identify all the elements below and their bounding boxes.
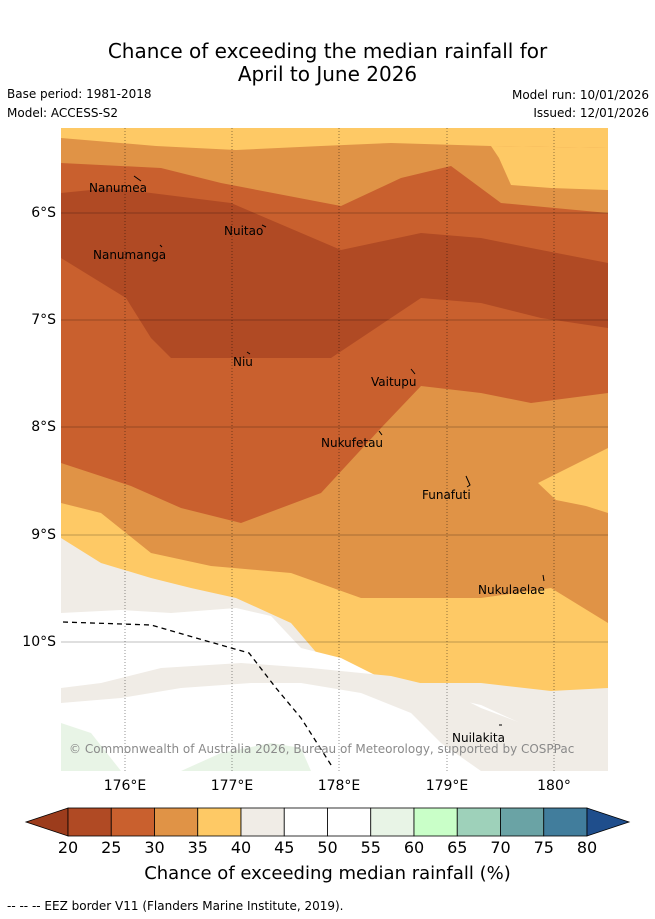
- zone-35-40-top: [61, 128, 608, 150]
- lon-label-179e: 179°E: [425, 778, 469, 794]
- colorbar-cell-25-30: [110, 807, 155, 837]
- island-vaitupu-shape: [410, 368, 416, 375]
- chart-title: Chance of exceeding the median rainfall …: [0, 40, 655, 86]
- zone-20-25: [61, 188, 608, 358]
- colorbar-tick-60: 60: [403, 838, 425, 857]
- zone-35-40-right: [491, 146, 608, 190]
- island-funafuti-shape: [465, 475, 471, 488]
- colorbar-tick-80: 80: [576, 838, 598, 857]
- colorbar-cell-75-80: [543, 807, 588, 837]
- colorbar-label: Chance of exceeding median rainfall (%): [144, 863, 511, 884]
- colorbar-cell-70-75: [500, 807, 545, 837]
- zone-55-60: [61, 723, 121, 771]
- lat-label-6s: 6°S: [31, 205, 56, 221]
- colorbar-high-arrow: [586, 807, 631, 837]
- colorbar-tick-20: 20: [57, 838, 79, 857]
- island-nanumanga-shape: [159, 244, 163, 248]
- place-funafuti: Funafuti: [422, 488, 471, 502]
- island-nukulaelae-shape: [542, 574, 545, 582]
- place-nukufetau: Nukufetau: [321, 436, 384, 450]
- lon-label-177e: 177°E: [210, 778, 254, 794]
- colorbar-low-arrow: [24, 807, 69, 837]
- title-line-1: Chance of exceeding the median rainfall …: [107, 39, 548, 63]
- colorbar: [24, 807, 631, 837]
- colorbar-cell-50-55: [327, 807, 372, 837]
- eez-border: [62, 621, 334, 769]
- colorbar-tick-45: 45: [274, 838, 295, 857]
- lon-label-176e: 176°E: [103, 778, 147, 794]
- lat-label-8s: 8°S: [31, 419, 56, 435]
- place-nanumanga: Nanumanga: [93, 248, 167, 262]
- lat-label-7s: 7°S: [31, 312, 56, 328]
- place-nuilakita: Nuilakita: [452, 731, 505, 745]
- model-run: Model run: 10/01/2026: [511, 88, 649, 102]
- model-name: Model: ACCESS-S2: [7, 106, 119, 120]
- colorbar-cell-30-35: [154, 807, 199, 837]
- lon-label-178e: 178°E: [317, 778, 361, 794]
- place-nuitao: Nuitao: [224, 224, 264, 238]
- colorbar-tick-70: 70: [490, 838, 511, 857]
- place-nanumea: Nanumea: [89, 181, 147, 195]
- base-period: Base period: 1981-2018: [7, 87, 152, 101]
- colorbar-tick-25: 25: [101, 838, 122, 857]
- colorbar-cell-55-60: [370, 807, 415, 837]
- title-line-2: April to June 2026: [237, 62, 418, 86]
- colorbar-cell-40-45: [240, 807, 285, 837]
- island-nukufetau-shape: [378, 430, 383, 436]
- rainfall-map: [61, 128, 608, 771]
- zone-35-40-se: [538, 448, 608, 513]
- colorbar-tick-40: 40: [230, 838, 252, 857]
- zone-55-60-mid: [181, 743, 311, 771]
- lat-label-10s: 10°S: [22, 634, 56, 650]
- eez-footnote: -- -- -- EEZ border V11 (Flanders Marine…: [7, 899, 344, 913]
- colorbar-tick-30: 30: [144, 838, 165, 857]
- colorbar-tick-75: 75: [533, 838, 554, 857]
- place-niu: Niu: [233, 355, 253, 369]
- place-vaitupu: Vaitupu: [371, 375, 417, 389]
- colorbar-tick-65: 65: [447, 838, 468, 857]
- colorbar-tick-55: 55: [360, 838, 381, 857]
- zone-45-55-south: [61, 683, 481, 771]
- issued-date: Issued: 12/01/2026: [533, 106, 649, 120]
- colorbar-cell-35-40: [197, 807, 242, 837]
- island-niu-shape: [246, 351, 251, 355]
- place-nukulaelae: Nukulaelae: [478, 583, 545, 597]
- lon-label-180: 180°: [537, 778, 571, 794]
- colorbar-cell-65-70: [456, 807, 501, 837]
- colorbar-cell-45-50: [283, 807, 328, 837]
- lat-label-9s: 9°S: [31, 527, 56, 543]
- colorbar-cell-20-25: [67, 807, 112, 837]
- island-nuitao-shape: [261, 224, 267, 228]
- copyright-notice: © Commonwealth of Australia 2026, Bureau…: [69, 742, 575, 756]
- colorbar-cell-60-65: [413, 807, 458, 837]
- colorbar-tick-35: 35: [187, 838, 208, 857]
- colorbar-tick-50: 50: [317, 838, 338, 857]
- island-nanumea-shape: [133, 175, 142, 182]
